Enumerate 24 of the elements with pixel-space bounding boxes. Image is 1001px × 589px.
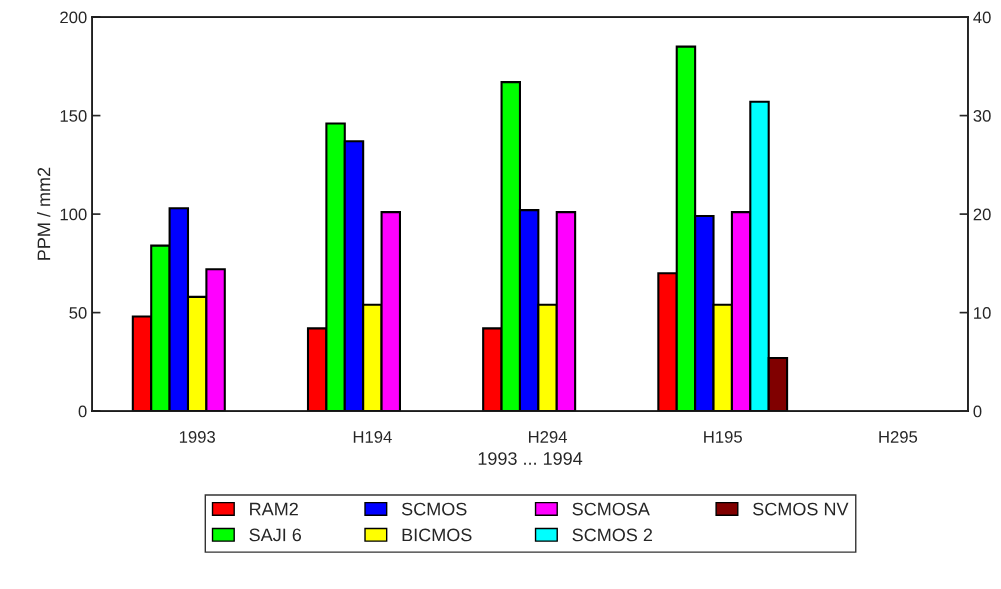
y-tick-label: 100 bbox=[60, 208, 87, 221]
legend-label: RAM2 bbox=[250, 502, 298, 516]
y2-tick-label: 10 bbox=[974, 307, 991, 319]
x-tick-label: H294 bbox=[528, 431, 567, 443]
x-tick-label: H194 bbox=[353, 431, 392, 443]
y2-tick-label: 30 bbox=[973, 109, 991, 122]
x-tick-label: 1993 bbox=[179, 431, 215, 443]
legend-label: SCMOS 2 bbox=[572, 528, 653, 542]
legend-label: SAJI 6 bbox=[249, 528, 302, 542]
legend-label: SCMOS NV bbox=[753, 502, 849, 516]
legend-label: SCMOSA bbox=[572, 502, 650, 516]
y2-tick-label: 20 bbox=[973, 208, 991, 221]
y2-tick-label: 40 bbox=[973, 11, 991, 24]
x-tick-label: H195 bbox=[704, 431, 742, 443]
legend-label: BICMOS bbox=[402, 528, 472, 542]
y-tick-label: 150 bbox=[60, 109, 87, 122]
y-tick-label: 0 bbox=[78, 405, 87, 418]
y-tick-label: 200 bbox=[60, 11, 87, 24]
x-axis-title: 1993 ... 1994 bbox=[478, 452, 583, 465]
y-tick-label: 50 bbox=[69, 307, 87, 319]
legend-label: SCMOS bbox=[401, 502, 467, 516]
x-tick-label: H295 bbox=[879, 431, 918, 443]
y-axis-title: PPM / mm2 bbox=[37, 167, 51, 260]
y2-tick-label: 0 bbox=[973, 405, 982, 418]
